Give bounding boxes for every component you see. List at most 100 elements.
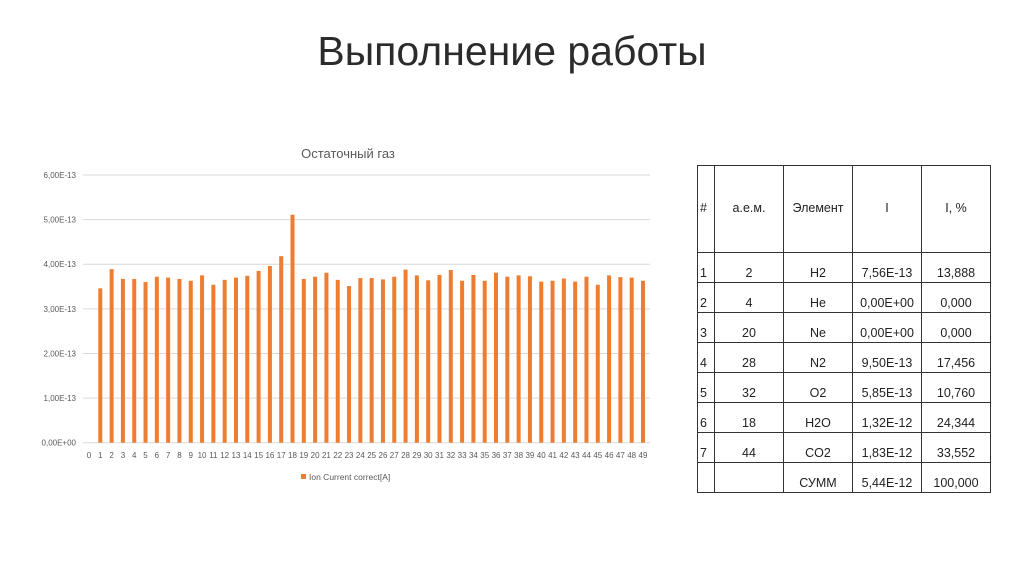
table-cell: 4 <box>697 342 715 373</box>
table-cell: 0,00E+00 <box>852 282 922 313</box>
x-tick-label: 48 <box>627 451 636 460</box>
table-row: 6 18 H2O 1,32E-12 24,344 <box>697 402 991 433</box>
bar-11 <box>211 284 216 443</box>
table-row: 3 20 Ne 0,00E+00 0,000 <box>697 312 991 343</box>
x-tick-label: 35 <box>480 451 489 460</box>
table-cell: 17,456 <box>921 342 991 373</box>
x-tick-label: 8 <box>177 451 182 460</box>
table-cell <box>714 462 784 493</box>
y-tick-label: 0,00E+00 <box>42 439 77 448</box>
table-cell: 1 <box>697 252 715 283</box>
x-tick-label: 49 <box>639 451 648 460</box>
table-cell: H2O <box>783 402 853 433</box>
table-cell: 0,000 <box>921 282 991 313</box>
table-cell: H2 <box>783 252 853 283</box>
x-tick-label: 3 <box>121 451 126 460</box>
bar-41 <box>550 280 555 443</box>
bar-42 <box>561 278 566 443</box>
x-tick-label: 1 <box>98 451 103 460</box>
table-cell: 5,44E-12 <box>852 462 922 493</box>
table-cell: I <box>852 165 922 253</box>
x-tick-label: 31 <box>435 451 444 460</box>
table-cell: 100,000 <box>921 462 991 493</box>
bar-15 <box>256 270 261 443</box>
table-cell: 1,83E-12 <box>852 432 922 463</box>
table-cell: 9,50E-13 <box>852 342 922 373</box>
x-tick-label: 12 <box>220 451 229 460</box>
x-tick-label: 38 <box>514 451 523 460</box>
table-cell: 10,760 <box>921 372 991 403</box>
y-tick-label: 6,00E-13 <box>44 171 77 180</box>
table-header-row: # а.е.м. Элемент I I, % <box>697 165 991 253</box>
table-cell: Ne <box>783 312 853 343</box>
bar-49 <box>641 280 645 443</box>
bar-2 <box>109 269 114 443</box>
bar-26 <box>380 279 385 443</box>
bar-10 <box>200 275 205 443</box>
bar-20 <box>313 276 318 443</box>
table-cell <box>697 462 715 493</box>
table-cell: # <box>697 165 715 253</box>
x-tick-label: 44 <box>582 451 591 460</box>
x-tick-label: 22 <box>333 451 342 460</box>
x-tick-label: 27 <box>390 451 399 460</box>
bar-40 <box>539 281 544 443</box>
table-cell: N2 <box>783 342 853 373</box>
x-tick-label: 15 <box>254 451 263 460</box>
x-tick-label: 14 <box>243 451 252 460</box>
results-table: # а.е.м. Элемент I I, % 1 2 H2 7,56E-13 13,888 2 4 H… <box>697 165 991 493</box>
table-cell: 20 <box>714 312 784 343</box>
x-tick-label: 40 <box>537 451 546 460</box>
x-tick-label: 47 <box>616 451 625 460</box>
bar-9 <box>188 280 193 443</box>
y-tick-label: 4,00E-13 <box>44 260 77 269</box>
bar-22 <box>335 279 340 443</box>
bar-12 <box>222 279 227 443</box>
legend-swatch <box>301 474 306 479</box>
x-tick-label: 43 <box>571 451 580 460</box>
table-cell: 0,00E+00 <box>852 312 922 343</box>
x-tick-label: 18 <box>288 451 297 460</box>
table-cell: 33,552 <box>921 432 991 463</box>
table-cell: 7 <box>697 432 715 463</box>
table-cell: 4 <box>714 282 784 313</box>
table-cell: 1,32E-12 <box>852 402 922 433</box>
bar-18 <box>290 214 295 443</box>
table-cell: 5 <box>697 372 715 403</box>
bar-38 <box>516 275 521 443</box>
x-tick-label: 24 <box>356 451 365 460</box>
bar-37 <box>505 276 510 443</box>
bar-33 <box>460 280 465 443</box>
table-cell: O2 <box>783 372 853 403</box>
x-tick-label: 33 <box>458 451 467 460</box>
x-tick-label: 45 <box>593 451 602 460</box>
x-tick-label: 5 <box>143 451 148 460</box>
bar-21 <box>324 272 329 443</box>
table-row: 2 4 He 0,00E+00 0,000 <box>697 282 991 313</box>
table-cell: 28 <box>714 342 784 373</box>
x-tick-label: 16 <box>265 451 274 460</box>
table-cell: 5,85E-13 <box>852 372 922 403</box>
bar-3 <box>120 278 125 443</box>
bar-35 <box>482 280 487 443</box>
table-cell: 13,888 <box>921 252 991 283</box>
x-tick-label: 4 <box>132 451 137 460</box>
bar-46 <box>607 275 612 443</box>
bar-27 <box>392 276 397 443</box>
table-cell: 0,000 <box>921 312 991 343</box>
bar-6 <box>154 276 159 443</box>
bar-43 <box>573 281 578 443</box>
bar-25 <box>369 278 374 443</box>
bar-16 <box>267 266 272 443</box>
table-cell: Элемент <box>783 165 853 253</box>
slide-title: Выполнение работы <box>317 28 707 74</box>
x-tick-label: 29 <box>412 451 421 460</box>
table-cell: 24,344 <box>921 402 991 433</box>
y-tick-label: 1,00E-13 <box>44 394 77 403</box>
bar-8 <box>177 278 182 443</box>
table-row: 1 2 H2 7,56E-13 13,888 <box>697 252 991 283</box>
table-cell: 2 <box>697 282 715 313</box>
bar-19 <box>301 278 306 443</box>
bar-31 <box>437 274 442 443</box>
bar-14 <box>245 275 250 443</box>
